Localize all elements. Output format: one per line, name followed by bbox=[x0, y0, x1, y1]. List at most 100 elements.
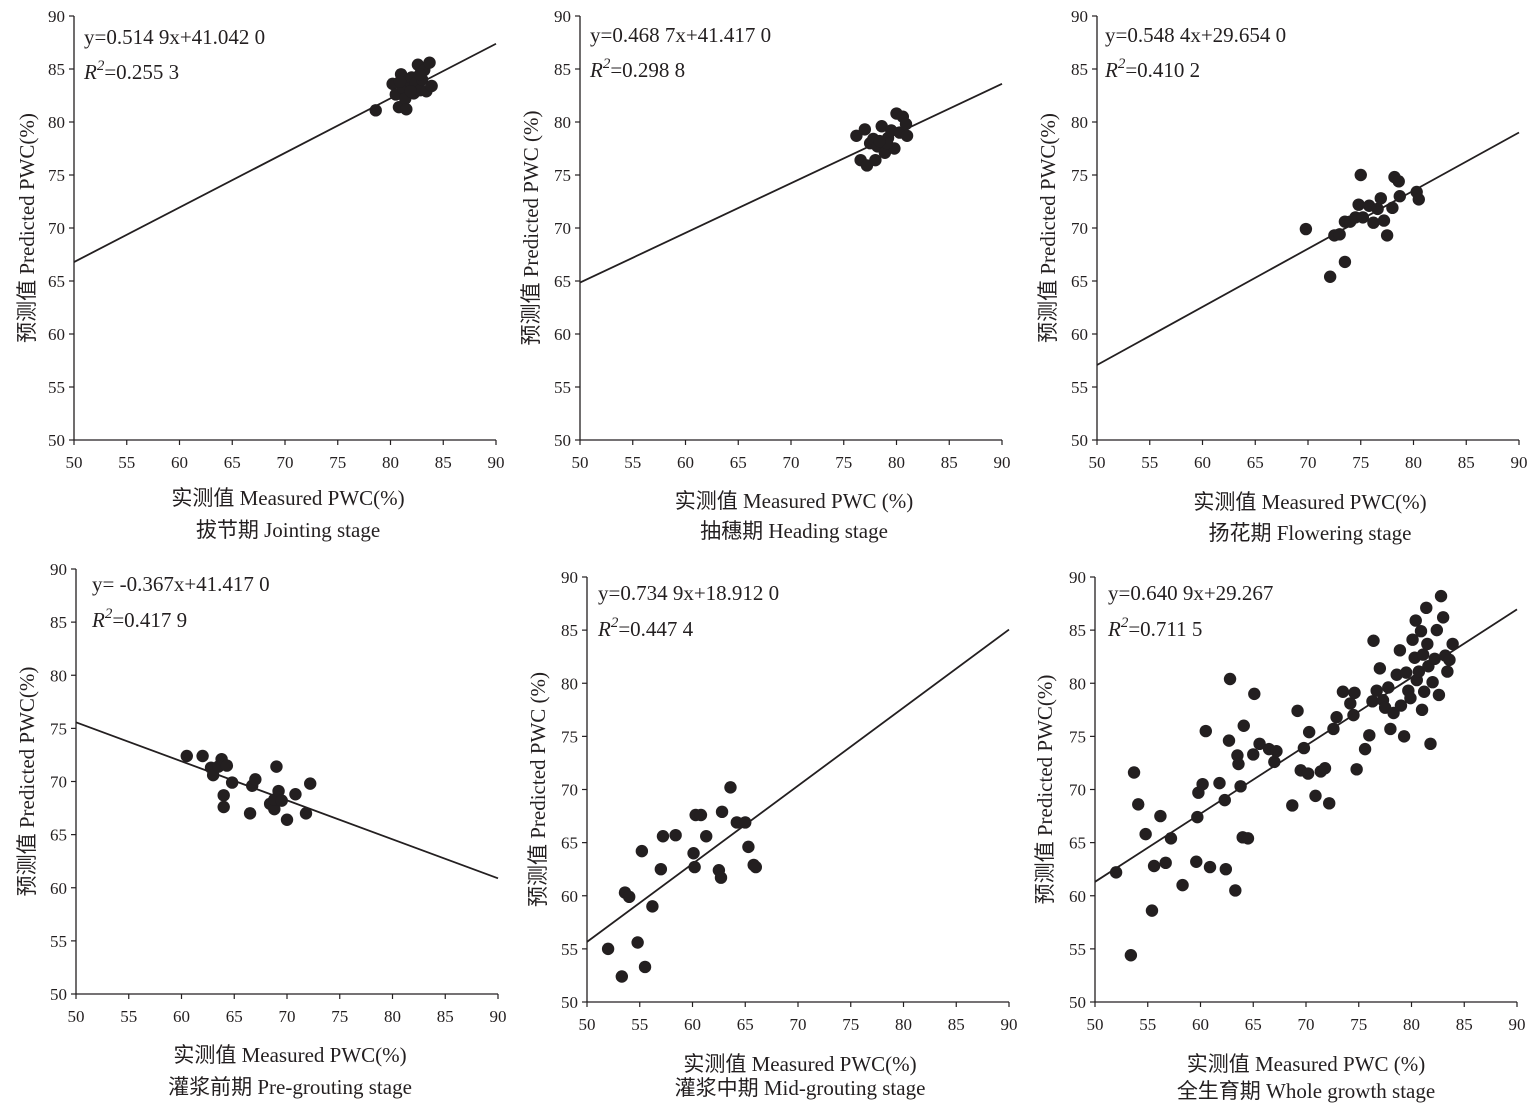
data-point bbox=[1415, 703, 1429, 717]
y-tick-label: 85 bbox=[561, 621, 578, 640]
y-tick-label: 50 bbox=[554, 431, 571, 450]
y-axis-title: 预测值 Predicted PWC(%) bbox=[1033, 675, 1057, 905]
data-point bbox=[1386, 201, 1399, 215]
y-tick-label: 50 bbox=[561, 993, 578, 1012]
data-point bbox=[1416, 648, 1430, 661]
data-point bbox=[1124, 949, 1138, 962]
y-tick-label: 75 bbox=[1069, 727, 1086, 746]
y-tick-label: 75 bbox=[50, 719, 67, 738]
y-axis-title: 预测值 Predicted PWC (%) bbox=[519, 110, 543, 345]
data-point bbox=[275, 794, 288, 807]
y-tick-label: 75 bbox=[48, 166, 65, 185]
data-point bbox=[1338, 255, 1352, 269]
chart-panel-4: 50 55 60 65 70 75 80 85 90 50 55 60 65 70 75 80 85 90 y= -… bbox=[15, 560, 507, 1099]
x-tick-label: 65 bbox=[224, 453, 241, 472]
data-point bbox=[687, 847, 700, 860]
x-tick-label: 50 bbox=[68, 1007, 85, 1026]
x-tick-label: 60 bbox=[677, 453, 694, 472]
data-point bbox=[1384, 722, 1397, 736]
data-point bbox=[1291, 704, 1304, 718]
data-point bbox=[1393, 644, 1407, 657]
r-squared-superscript: 2 bbox=[105, 606, 113, 622]
stage-title: 灌浆中期 Mid-grouting stage bbox=[675, 1076, 926, 1100]
regression-equation: y= -0.367x+41.417 0 bbox=[92, 572, 270, 596]
r-squared-superscript: 2 bbox=[97, 58, 105, 74]
data-point bbox=[299, 807, 313, 820]
x-tick-label: 90 bbox=[490, 1007, 507, 1026]
x-tick-label: 80 bbox=[888, 453, 905, 472]
y-tick-label: 75 bbox=[1071, 166, 1088, 185]
r-squared-symbol: R bbox=[589, 58, 603, 82]
data-point bbox=[1412, 665, 1426, 678]
data-point bbox=[1219, 862, 1233, 876]
x-axis-title: 实测值 Measured PWC(%) bbox=[173, 1043, 406, 1067]
r-squared: R2=0.410 2 bbox=[1104, 56, 1200, 82]
x-tick-label: 75 bbox=[835, 453, 852, 472]
data-point bbox=[217, 789, 230, 802]
data-point bbox=[1352, 198, 1365, 211]
y-tick-label: 80 bbox=[1071, 113, 1088, 132]
y-tick-label: 60 bbox=[561, 887, 578, 906]
r-squared: R2=0.255 3 bbox=[83, 58, 179, 84]
data-point bbox=[739, 816, 752, 829]
y-tick-label: 80 bbox=[48, 113, 65, 132]
chart-panel-1: 50 55 60 65 70 75 80 85 90 50 55 60 65 70 75 80 85 90 y=0.… bbox=[15, 7, 505, 542]
r-squared-superscript: 2 bbox=[603, 56, 611, 72]
x-tick-label: 55 bbox=[118, 453, 135, 472]
r-squared-value: =0.417 9 bbox=[112, 608, 187, 632]
data-point bbox=[369, 104, 382, 117]
data-point bbox=[1253, 737, 1266, 751]
regression-line bbox=[586, 628, 1010, 943]
x-tick-label: 65 bbox=[226, 1007, 243, 1026]
r-squared-value: =0.410 2 bbox=[1125, 58, 1200, 82]
x-tick-label: 85 bbox=[437, 1007, 454, 1026]
data-point bbox=[1392, 175, 1405, 188]
regression-equation: y=0.640 9x+29.267 bbox=[1108, 581, 1273, 605]
data-point bbox=[268, 802, 281, 816]
data-point bbox=[688, 860, 701, 874]
x-axis-title: 实测值 Measured PWC(%) bbox=[171, 486, 404, 510]
data-point bbox=[1363, 729, 1376, 742]
data-point bbox=[1241, 832, 1255, 845]
data-point bbox=[1348, 686, 1361, 700]
y-tick-label: 65 bbox=[48, 272, 65, 291]
y-tick-label: 75 bbox=[561, 727, 578, 746]
r-squared-symbol: R bbox=[83, 60, 97, 84]
x-tick-label: 50 bbox=[1089, 453, 1106, 472]
x-tick-label: 50 bbox=[579, 1015, 596, 1034]
data-point bbox=[1234, 780, 1247, 793]
data-point bbox=[393, 75, 407, 88]
y-tick-label: 55 bbox=[561, 940, 578, 959]
data-point bbox=[1441, 665, 1454, 678]
x-tick-label: 55 bbox=[631, 1015, 648, 1034]
data-point bbox=[1367, 216, 1380, 229]
data-point bbox=[1268, 755, 1281, 769]
data-point bbox=[1139, 827, 1152, 841]
data-point bbox=[1366, 695, 1379, 708]
data-point bbox=[1218, 793, 1231, 807]
x-tick-label: 55 bbox=[624, 453, 641, 472]
data-point bbox=[1394, 699, 1408, 712]
y-tick-label: 65 bbox=[1069, 834, 1086, 853]
y-tick-label: 55 bbox=[50, 932, 67, 951]
data-point bbox=[1327, 722, 1340, 736]
data-point bbox=[1404, 691, 1417, 705]
data-point bbox=[270, 760, 283, 773]
data-point bbox=[1424, 737, 1437, 751]
y-tick-label: 55 bbox=[554, 378, 571, 397]
data-point bbox=[1421, 637, 1434, 651]
data-point bbox=[700, 830, 713, 843]
stage-title: 抽穗期 Heading stage bbox=[700, 519, 888, 543]
data-point bbox=[1347, 708, 1360, 722]
y-tick-label: 55 bbox=[1071, 378, 1088, 397]
data-point bbox=[1145, 904, 1159, 917]
data-point bbox=[1196, 777, 1209, 791]
y-axis-title: 预测值 Predicted PWC(%) bbox=[15, 667, 39, 897]
data-point bbox=[1248, 687, 1261, 701]
data-point bbox=[635, 844, 649, 858]
x-tick-label: 70 bbox=[1300, 453, 1317, 472]
data-point bbox=[1371, 202, 1384, 216]
y-tick-label: 55 bbox=[48, 378, 65, 397]
y-tick-label: 65 bbox=[554, 272, 571, 291]
data-point bbox=[1370, 684, 1383, 697]
